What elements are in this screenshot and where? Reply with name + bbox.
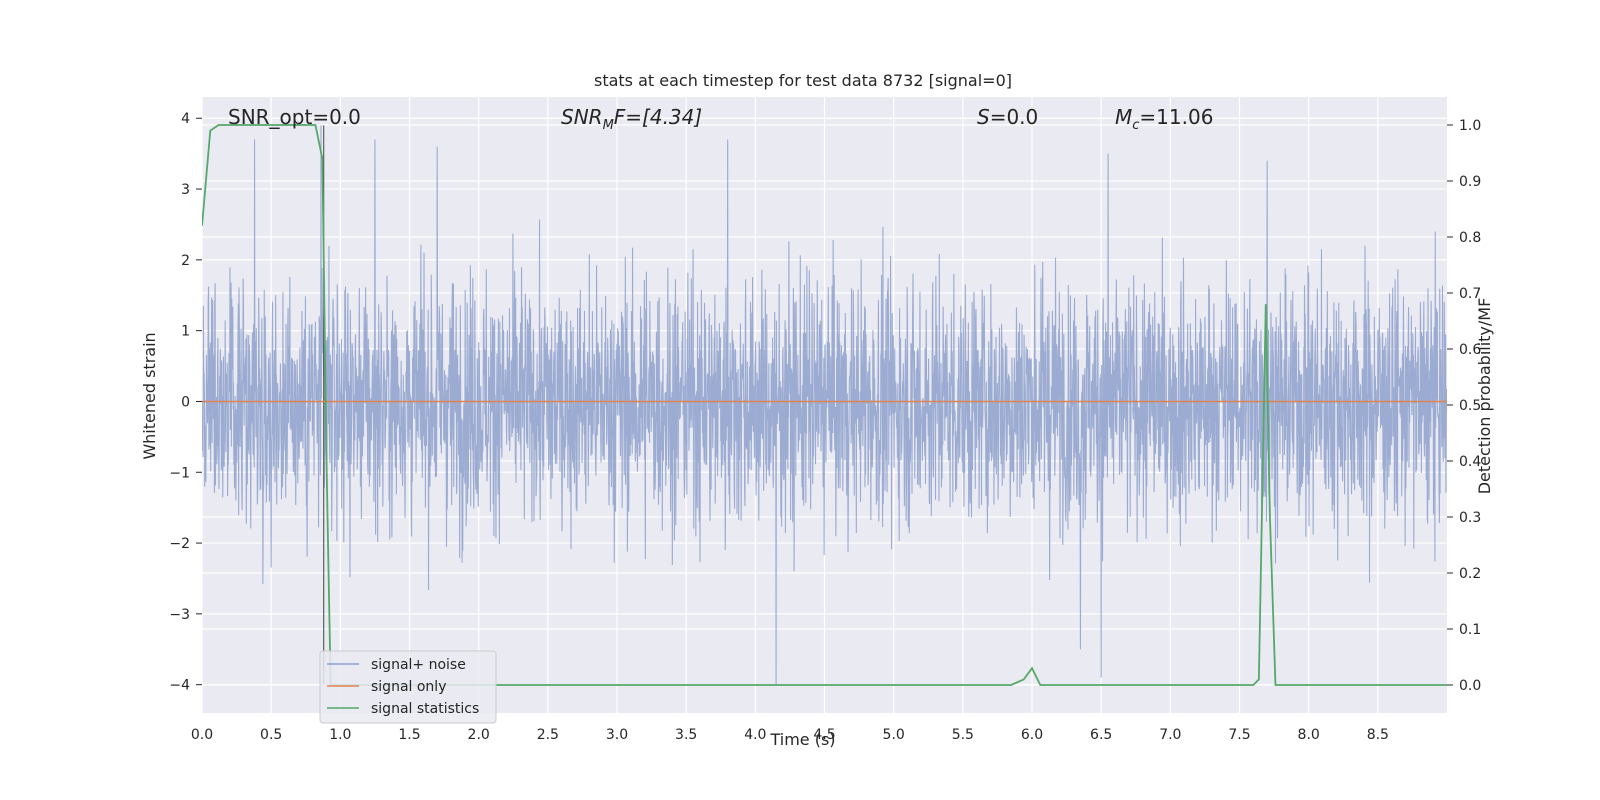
y-left-tick-label-6: 2 [181,253,190,269]
legend-box [319,650,497,724]
y-right-tick-label-6: 0.6 [1459,342,1481,358]
x-tick-label-11: 5.5 [952,727,974,743]
x-tick-label-13: 6.5 [1090,727,1112,743]
x-tick-label-6: 3.0 [606,727,628,743]
annotation-snr-mf-base: SNR [561,105,603,129]
y-left-tick-label-7: 3 [181,182,190,198]
x-tick-label-17: 8.5 [1367,727,1389,743]
x-tick-label-14: 7.0 [1159,727,1181,743]
x-tick-label-0: 0.0 [191,727,213,743]
y-left-tick-label-5: 1 [181,324,190,340]
y-right-tick-label-7: 0.7 [1459,286,1481,302]
legend-label-signal-only: signal only [371,679,446,695]
y-right-tick-label-2: 0.2 [1459,566,1481,582]
y-right-tick-label-8: 0.8 [1459,230,1481,246]
x-tick-label-1: 0.5 [260,727,282,743]
y-left-tick-label-2: −2 [169,536,190,552]
y-left-tick-label-0: −4 [169,678,190,694]
x-tick-label-5: 2.5 [537,727,559,743]
x-tick-label-4: 2.0 [468,727,490,743]
x-axis-ticks: 0.0 0.5 1.0 1.5 2.0 2.5 3.0 3.5 4.0 4.5 5.0 5.5 6.0 6… [191,727,1389,743]
y-right-tick-label-1: 0.1 [1459,622,1481,638]
annotation-s-italic: S [977,105,990,129]
y-right-axis-ticks: 0.0 0.1 0.2 0.3 0.4 0.5 0.6 0.7 0.8 0.9 1.0 [1447,118,1481,694]
x-tick-label-2: 1.0 [329,727,351,743]
annotation-mc-italic: M [1115,105,1132,129]
annotation-snr-mf-rest: F=[4.34] [614,105,702,129]
x-tick-label-12: 6.0 [1021,727,1043,743]
annotation-mc-value: =11.06 [1139,105,1213,129]
annotation-snr-mf: SNRMF=[4.34] [561,105,702,133]
annotation-mc: Mc=11.06 [1115,105,1213,133]
y-left-tick-label-3: −1 [169,465,190,481]
x-tick-label-16: 8.0 [1298,727,1320,743]
y-right-tick-label-0: 0.0 [1459,678,1481,694]
legend: signal+ noise signal only signal statist… [319,650,497,724]
x-tick-label-7: 3.5 [675,727,697,743]
x-tick-label-3: 1.5 [398,727,420,743]
y-left-tick-label-4: 0 [181,394,190,410]
y-right-tick-label-9: 0.9 [1459,174,1481,190]
x-tick-label-10: 5.0 [883,727,905,743]
y-right-axis-label: Detection probability/MF [1475,298,1494,495]
legend-label-signal-noise: signal+ noise [371,657,466,673]
x-tick-label-8: 4.0 [744,727,766,743]
y-right-tick-label-10: 1.0 [1459,118,1481,134]
legend-label-signal-statistics: signal statistics [371,701,479,717]
annotation-s: S=0.0 [977,105,1038,129]
series-signal-statistics [202,124,1447,686]
y-right-tick-label-5: 0.5 [1459,398,1481,414]
chart-title: stats at each timestep for test data 873… [594,71,1012,90]
y-left-tick-label-8: 4 [181,111,190,127]
annotation-mc-sub: c [1132,118,1139,133]
y-right-tick-label-3: 0.3 [1459,510,1481,526]
y-left-axis-label: Whitened strain [140,332,159,459]
y-left-tick-label-1: −3 [169,607,190,623]
x-axis-label: Time (s) [769,730,835,749]
y-right-tick-label-4: 0.4 [1459,454,1481,470]
noise-trace [202,125,1447,685]
annotation-s-value: =0.0 [990,105,1039,129]
annotation-snr-opt: SNR_opt=0.0 [228,105,361,129]
x-tick-label-9: 4.5 [813,727,835,743]
x-tick-label-15: 7.5 [1228,727,1250,743]
annotation-snr-mf-sub: M [603,118,614,133]
y-left-axis-ticks: −4 −3 −2 −1 0 1 2 3 4 [169,111,202,694]
